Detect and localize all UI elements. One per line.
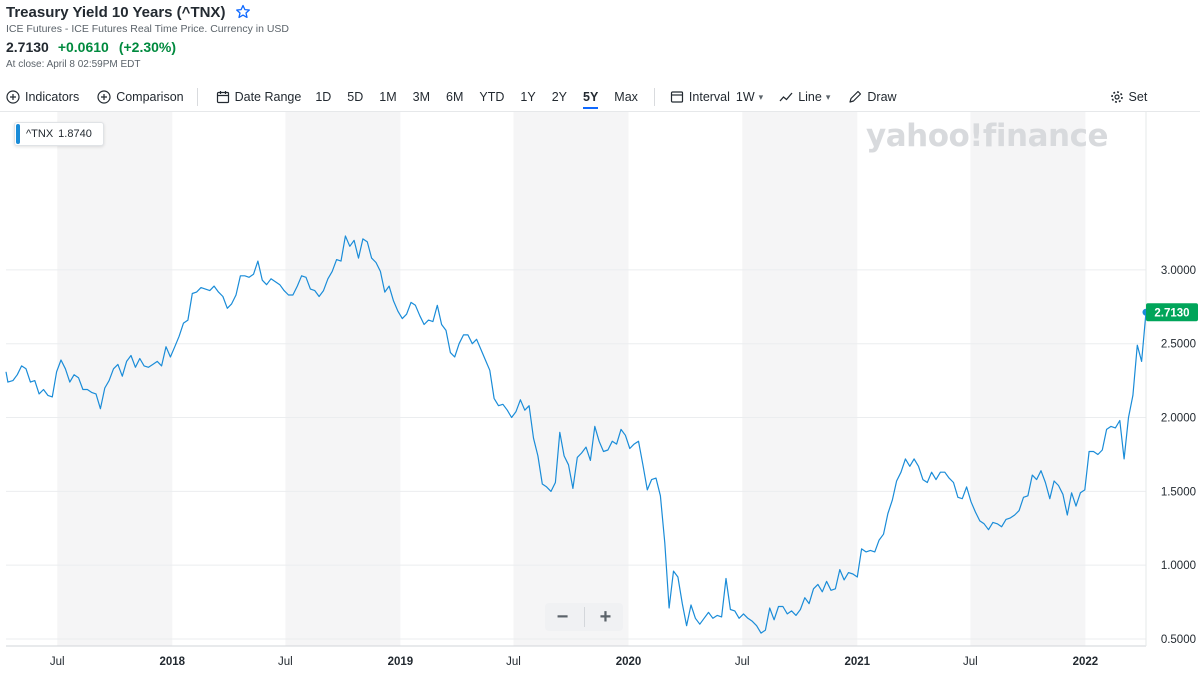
last-price: 2.7130: [6, 39, 49, 55]
settings-label: Set: [1128, 90, 1148, 104]
y-tick-label: 1.5000: [1161, 486, 1196, 498]
chart-type-label: Line: [798, 90, 822, 104]
watermark: yahoo!finance: [866, 118, 1109, 154]
y-tick-label: 2.5000: [1161, 339, 1196, 351]
series-line: [5, 235, 1147, 634]
toolbar-divider: [196, 88, 198, 106]
indicators-button[interactable]: Indicators: [6, 90, 79, 104]
range-6m[interactable]: 6M: [446, 90, 464, 104]
y-tick-label: 1.0000: [1161, 560, 1196, 572]
interval-label: Interval: [688, 90, 730, 104]
range-1d[interactable]: 1D: [315, 90, 332, 104]
quote-header: Treasury Yield 10 Years (^TNX) ICE Futur…: [6, 2, 606, 71]
chart-band: [742, 112, 858, 646]
x-tick-label: Jul: [278, 656, 293, 668]
close-time: At close: April 8 02:59PM EDT: [6, 59, 141, 70]
range-ytd[interactable]: YTD: [479, 90, 505, 104]
x-tick-label: 2022: [1073, 656, 1099, 668]
last-price-tag: [1146, 303, 1198, 322]
toolbar-divider: [653, 88, 655, 106]
range-1y[interactable]: 1Y: [520, 90, 536, 104]
interval-value: 1W: [735, 90, 755, 104]
range-1m[interactable]: 1M: [379, 90, 397, 104]
x-tick-label: Jul: [735, 656, 750, 668]
interval-button[interactable]: Interval 1W ▾: [670, 90, 763, 104]
legend-symbol: ^TNX: [26, 128, 54, 140]
zoom-divider: [583, 607, 585, 627]
zoom-in-button[interactable]: +: [599, 606, 612, 628]
y-tick-label: 0.5000: [1161, 634, 1196, 646]
chart-type-button[interactable]: Line ▾: [779, 90, 830, 104]
plus-circle-icon: [97, 90, 111, 104]
series-legend[interactable]: ^TNX 1.8740: [14, 122, 104, 146]
line-chart-icon: [779, 92, 793, 102]
chart-band: [513, 112, 629, 646]
series-color-swatch: [16, 124, 20, 144]
pencil-icon: [849, 90, 862, 103]
price-change: +0.0610: [57, 39, 109, 55]
last-price-label: 2.7130: [1154, 307, 1189, 319]
x-tick-label: Jul: [963, 656, 978, 668]
chart-band: [57, 112, 173, 646]
comparison-button[interactable]: Comparison: [97, 90, 184, 104]
draw-label: Draw: [867, 90, 897, 104]
legend-value: 1.8740: [58, 128, 92, 140]
price-row: 2.7130 +0.0610 (+2.30%): [6, 39, 606, 55]
x-tick-label: 2019: [388, 656, 414, 668]
zoom-out-button[interactable]: −: [556, 606, 569, 628]
date-range-label: Date Range: [234, 90, 302, 104]
settings-button[interactable]: Set: [1110, 90, 1148, 104]
x-tick-label: 2020: [616, 656, 642, 668]
chevron-down-icon: ▾: [825, 91, 831, 102]
range-max[interactable]: Max: [614, 90, 638, 104]
star-icon[interactable]: [235, 4, 251, 20]
x-tick-label: 2021: [844, 656, 870, 668]
range-5d[interactable]: 5D: [347, 90, 364, 104]
draw-button[interactable]: Draw: [848, 90, 897, 104]
x-tick-label: Jul: [50, 656, 65, 668]
range-2y[interactable]: 2Y: [551, 90, 567, 104]
toolbar-bottom-border: [0, 111, 1200, 112]
gear-icon: [1110, 91, 1123, 103]
x-tick-label: 2018: [159, 656, 185, 668]
chart-band: [285, 112, 401, 646]
calendar-icon: [216, 91, 229, 104]
price-change-percent: (+2.30%): [118, 39, 177, 55]
plus-circle-icon: [6, 90, 20, 104]
indicators-label: Indicators: [25, 90, 80, 104]
price-chart[interactable]: 0.5000 1.0000 1.5000 2.0000 2.5000 3.0000 Jul 2…: [0, 112, 1200, 679]
zoom-controls: − +: [545, 603, 623, 631]
range-3m[interactable]: 3M: [412, 90, 431, 104]
interval-icon: [670, 91, 684, 103]
x-tick-label: Jul: [506, 656, 521, 668]
chart-band: [970, 112, 1086, 646]
chevron-down-icon: ▾: [758, 91, 764, 102]
page-title: Treasury Yield 10 Years (^TNX): [6, 3, 226, 21]
quote-subtitle: ICE Futures - ICE Futures Real Time Pric…: [6, 23, 289, 35]
comparison-label: Comparison: [116, 90, 184, 104]
date-range-button[interactable]: Date Range: [216, 90, 302, 104]
chart-toolbar: Indicators Comparison Date Range 1D 5D 1…: [0, 84, 1200, 110]
y-tick-label: 2.0000: [1161, 413, 1196, 425]
y-tick-label: 3.0000: [1161, 265, 1196, 277]
range-5y[interactable]: 5Y: [583, 90, 599, 109]
